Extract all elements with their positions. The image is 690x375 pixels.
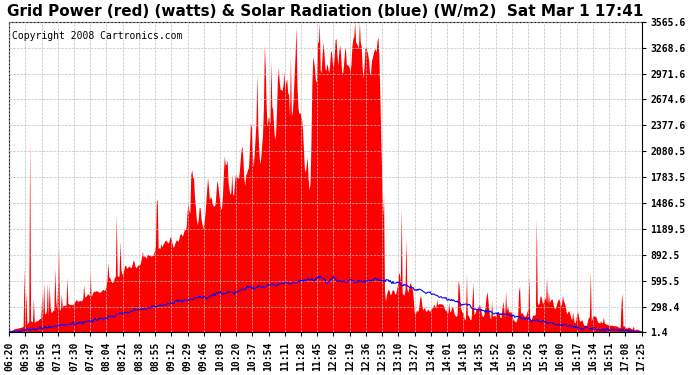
Title: Grid Power (red) (watts) & Solar Radiation (blue) (W/m2)  Sat Mar 1 17:41: Grid Power (red) (watts) & Solar Radiati…: [7, 4, 644, 19]
Text: Copyright 2008 Cartronics.com: Copyright 2008 Cartronics.com: [12, 31, 183, 41]
